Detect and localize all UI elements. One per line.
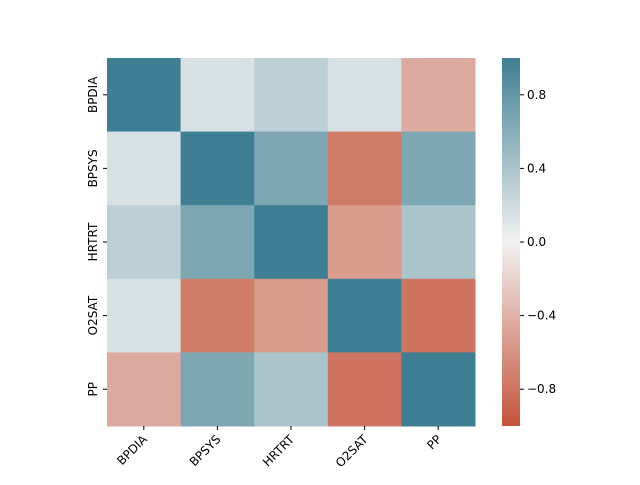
heatmap-cell bbox=[107, 131, 182, 206]
colorbar-tick-label: 0.4 bbox=[527, 161, 546, 175]
heatmap-cell bbox=[107, 58, 182, 133]
heatmap-cell bbox=[254, 205, 329, 280]
y-tick-label: BPSYS bbox=[86, 149, 100, 187]
y-tick-label: BPDIA bbox=[86, 76, 100, 113]
heatmap-cell bbox=[180, 58, 255, 133]
x-tick-label: O2SAT bbox=[333, 432, 371, 470]
colorbar-tick-label: 0.8 bbox=[527, 88, 546, 102]
heatmap-cell bbox=[401, 58, 476, 133]
heatmap-cell bbox=[401, 278, 476, 353]
heatmap-cells bbox=[107, 58, 476, 427]
heatmap-cell bbox=[180, 131, 255, 206]
colorbar-gradient bbox=[502, 58, 520, 426]
heatmap-cell bbox=[180, 278, 255, 353]
heatmap-cell bbox=[254, 278, 329, 353]
heatmap-cell bbox=[180, 205, 255, 280]
heatmap-cell bbox=[327, 352, 402, 427]
heatmap-cell bbox=[327, 205, 402, 280]
heatmap-cell bbox=[254, 58, 329, 133]
y-axis: BPDIA BPSYS HRTRT O2SAT PP bbox=[86, 76, 107, 396]
heatmap-cell bbox=[254, 131, 329, 206]
x-tick-label: BPDIA bbox=[114, 432, 150, 468]
heatmap-cell bbox=[107, 278, 182, 353]
colorbar-tick-label: −0.8 bbox=[527, 382, 556, 396]
x-axis: BPDIA BPSYS HRTRT O2SAT PP bbox=[114, 426, 444, 470]
y-tick-label: HRTRT bbox=[86, 222, 100, 261]
colorbar-tick-label: −0.4 bbox=[527, 309, 556, 323]
x-tick-label: BPSYS bbox=[187, 432, 224, 469]
heatmap-cell bbox=[107, 205, 182, 280]
heatmap-cell bbox=[401, 352, 476, 427]
heatmap-cell bbox=[327, 278, 402, 353]
colorbar-tick-label: 0.0 bbox=[527, 235, 546, 249]
colorbar: 0.8 0.4 0.0 −0.4 −0.8 bbox=[502, 58, 556, 426]
heatmap-cell bbox=[180, 352, 255, 427]
heatmap-cell bbox=[254, 352, 329, 427]
x-tick-label: PP bbox=[424, 432, 444, 452]
y-tick-label: PP bbox=[86, 382, 100, 396]
y-tick-label: O2SAT bbox=[86, 295, 100, 335]
x-tick-label: HRTRT bbox=[260, 432, 298, 470]
heatmap-cell bbox=[401, 205, 476, 280]
heatmap-cell bbox=[401, 131, 476, 206]
heatmap-cell bbox=[327, 131, 402, 206]
heatmap-cell bbox=[107, 352, 182, 427]
heatmap-cell bbox=[327, 58, 402, 133]
